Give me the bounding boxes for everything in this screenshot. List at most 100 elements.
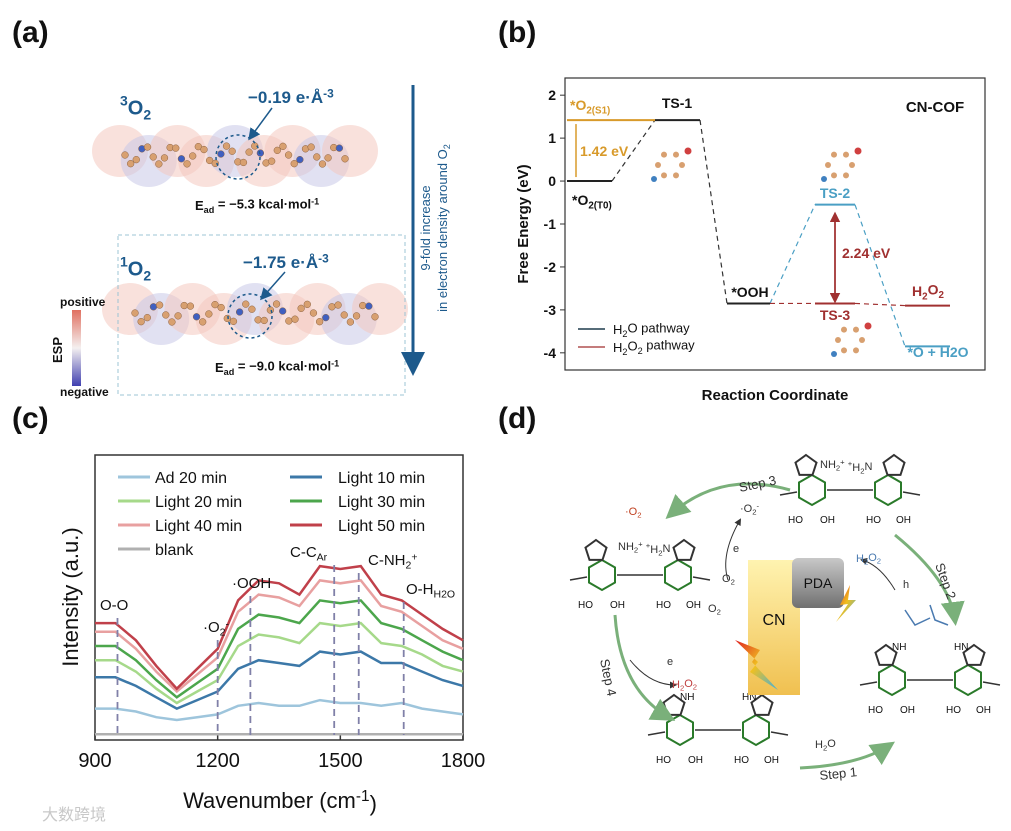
atom: [194, 142, 202, 151]
text-part: 2(T0): [588, 200, 611, 211]
atom: [268, 157, 276, 165]
watermark: 大数跨境: [42, 805, 106, 824]
chem-label: O2: [708, 603, 721, 617]
level-label: TS-2: [820, 185, 851, 201]
atom-label: HO: [868, 705, 883, 716]
atom-label: HN: [954, 642, 968, 653]
text-part: H: [852, 462, 860, 474]
atom: [655, 162, 661, 168]
atom: [149, 303, 158, 311]
x-axis-label: Wavenumber (cm-1): [183, 788, 377, 816]
chem-label: NH2+ +H2N: [820, 458, 872, 476]
chart-title: CN-COF: [906, 99, 964, 116]
legend-label: Light 20 min: [155, 494, 242, 511]
atom: [242, 300, 250, 308]
text-part: -1: [356, 788, 370, 805]
atom: [235, 308, 244, 316]
text-part: ): [370, 791, 377, 816]
o2-highlight: [227, 293, 273, 339]
cycle-arrow: [665, 482, 791, 520]
atom: [239, 158, 248, 167]
panel-label: (b): [498, 16, 536, 49]
atom-label: HO: [946, 705, 961, 716]
text-part: pathway: [643, 337, 696, 352]
text-part: -1: [311, 197, 319, 207]
charge-label: −1.75 e·Å-3: [243, 252, 329, 272]
text-part: O: [722, 573, 731, 585]
bond: [859, 681, 878, 686]
atom: [854, 147, 862, 155]
atom: [831, 151, 837, 158]
text-part: H: [613, 322, 622, 337]
ring: [672, 538, 696, 561]
text-part: -3: [323, 87, 334, 101]
text-part: 2: [836, 464, 840, 473]
ring: [750, 693, 774, 716]
peak-label: O-HH2O: [406, 581, 455, 601]
atom: [131, 309, 139, 317]
ring: [588, 558, 616, 592]
ring: [878, 663, 906, 697]
peak-label: ·O2-: [203, 618, 230, 638]
legend-label: H2O pathway: [613, 321, 690, 340]
text-part: C-NH: [368, 552, 406, 569]
cn-label: CN: [762, 612, 785, 629]
text-part: 2: [442, 144, 452, 149]
text-part: 2: [731, 578, 735, 587]
text-part: 2: [220, 627, 226, 639]
panel-label: (d): [498, 402, 536, 435]
species-label: 1O2: [120, 254, 151, 284]
atom: [143, 143, 152, 151]
atom: [307, 143, 315, 151]
o2-highlight: [215, 134, 261, 180]
x-tick-label: 900: [78, 750, 111, 772]
step-label: Step 1: [819, 764, 858, 783]
cycle-arrow: [894, 533, 965, 626]
atom-label: OH: [976, 705, 991, 716]
connector: [854, 204, 906, 347]
spectrum-line: [95, 621, 464, 705]
y-tick-label: -4: [544, 345, 557, 361]
atom: [371, 313, 379, 321]
connector: [854, 302, 906, 307]
atom: [341, 155, 349, 163]
atom: [346, 318, 355, 326]
text-part: = −9.0 kcal·mol: [234, 359, 331, 374]
pda-block: [792, 558, 844, 608]
spectrum-line: [95, 579, 464, 694]
text-part: +: [646, 541, 651, 550]
atom: [313, 153, 321, 161]
chem-label: H2O2: [856, 552, 881, 567]
text-part: O pathway: [627, 321, 690, 336]
y-tick-label: -3: [544, 302, 557, 318]
chem-label: H2O2: [672, 678, 697, 693]
text-part: O: [627, 339, 637, 354]
chem-label: H2O: [815, 738, 836, 753]
text-part: N: [662, 543, 670, 555]
atom: [673, 172, 679, 179]
atom: [149, 153, 157, 161]
esp-surface: [352, 283, 408, 335]
level-label: H2O2: [912, 282, 944, 303]
y-tick-label: 2: [548, 87, 556, 103]
text-part: O-H: [406, 581, 434, 598]
text-part: ·O: [625, 506, 638, 518]
connector: [611, 119, 656, 182]
atom: [825, 162, 831, 168]
peak-label: O-O: [100, 597, 128, 614]
atom: [199, 318, 207, 326]
atom: [172, 144, 180, 152]
atom: [205, 310, 213, 318]
atom: [651, 176, 657, 182]
text-part: 2: [622, 329, 627, 339]
level-label: *OOH: [731, 284, 768, 300]
step-label: Step 2: [932, 561, 959, 601]
atom-label: HO: [578, 600, 593, 611]
bond: [647, 731, 666, 736]
connector: [769, 204, 816, 304]
chem-label: e: [733, 543, 739, 555]
colorbar-title: ESP: [50, 337, 65, 363]
text-part: E: [195, 198, 204, 213]
level-label: *O2(S1): [570, 97, 610, 116]
text-part: = −5.3 kcal·mol: [214, 197, 311, 212]
